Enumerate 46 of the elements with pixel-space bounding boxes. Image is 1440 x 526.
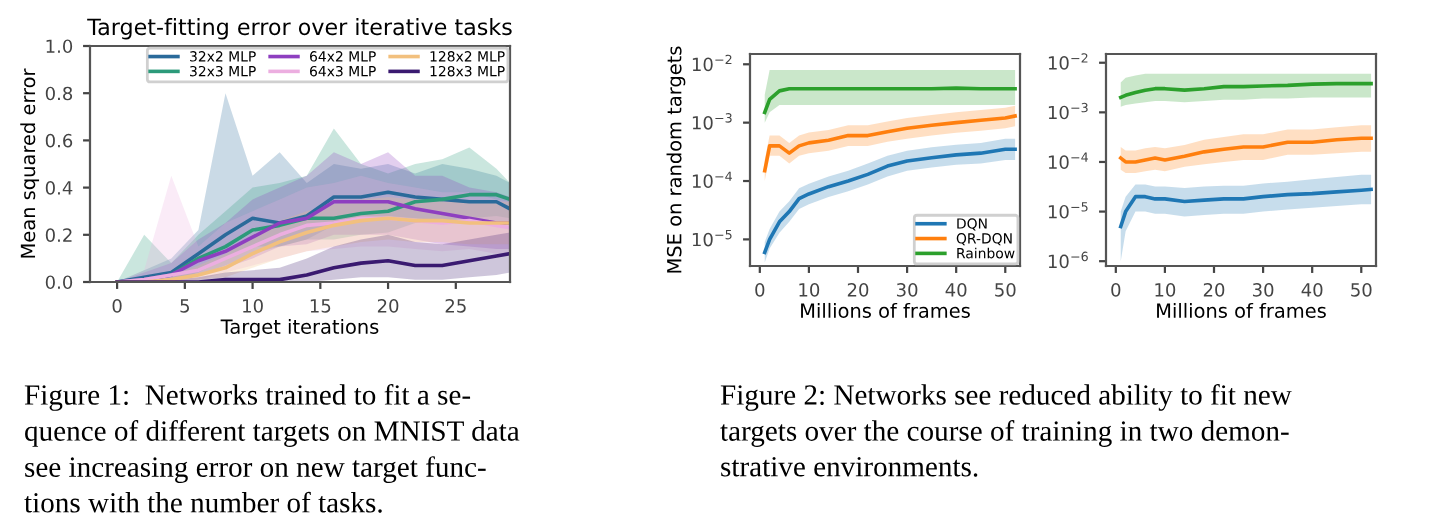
x-tick-label: 15 (310, 299, 331, 313)
x-tick-label: 10 (243, 298, 263, 313)
x-tick-label: 0 (1111, 282, 1121, 297)
x-tick-label: 5 (180, 299, 190, 313)
x-tick-label: 20 (847, 282, 869, 297)
line-series (1118, 81, 1373, 100)
x-axis-title: Millions of frames (801, 302, 970, 318)
y-tick-label: 0.2 (45, 228, 72, 242)
y-tick-label: 10$^{−4}$ (692, 171, 732, 189)
line-series (1118, 187, 1373, 229)
line-series (115, 251, 510, 282)
x-tick-label: 40 (1301, 282, 1323, 297)
x-tick-label: 20 (1203, 282, 1225, 297)
y-tick-label: 0.4 (45, 181, 73, 195)
x-axis-title: Millions of frames (1157, 302, 1326, 318)
y-tick-label: 10$^{−3}$ (692, 113, 732, 130)
x-tick-label: 40 (945, 282, 967, 297)
y-axis-title: MSE on random targets (666, 46, 686, 273)
x-tick-label: 30 (1252, 282, 1274, 297)
x-tick-label: 0 (755, 282, 765, 297)
caption: Figure 2: Networks see reduced ability to fit new targets over the course of training in two demon- strative environments. (720, 384, 1292, 477)
y-tick-label: 0.6 (45, 133, 73, 148)
y-tick-label: 0.8 (45, 86, 73, 101)
chart-title: Target-fitting error over iterative tasks (87, 18, 512, 40)
y-tick-label: 10$^{−2}$ (692, 54, 732, 72)
x-tick-label: 50 (995, 282, 1016, 297)
x-tick-label: 50 (1351, 282, 1372, 297)
x-tick-label: 10 (1155, 282, 1176, 297)
x-tick-label: 0 (112, 298, 122, 313)
y-tick-label: 10$^{−3}$ (1048, 102, 1088, 120)
y-tick-label: 10$^{−5}$ (692, 230, 732, 247)
x-tick-label: 20 (377, 298, 399, 313)
y-tick-label: 10$^{−4}$ (1048, 152, 1088, 169)
x-axis-title: Target iterations (220, 318, 379, 338)
y-tick-label: 10$^{−6}$ (1048, 251, 1088, 269)
caption: Figure 1: Networks trained to fit a se- quence of different targets on MNIST data see increasing error on new target func- tions with the number of tasks. (24, 384, 520, 513)
y-axis-title: Mean squared error (20, 68, 40, 258)
x-tick-label: 10 (799, 282, 820, 297)
y-tick-label: 0.0 (45, 275, 73, 290)
x-tick-label: 25 (445, 298, 466, 313)
y-tick-label: 10$^{−5}$ (1048, 202, 1088, 219)
y-tick-label: 10$^{−2}$ (1048, 53, 1088, 70)
line-series (762, 86, 1017, 115)
y-tick-label: 1.0 (46, 39, 73, 54)
line-series (1118, 136, 1373, 164)
x-tick-label: 30 (896, 282, 918, 297)
